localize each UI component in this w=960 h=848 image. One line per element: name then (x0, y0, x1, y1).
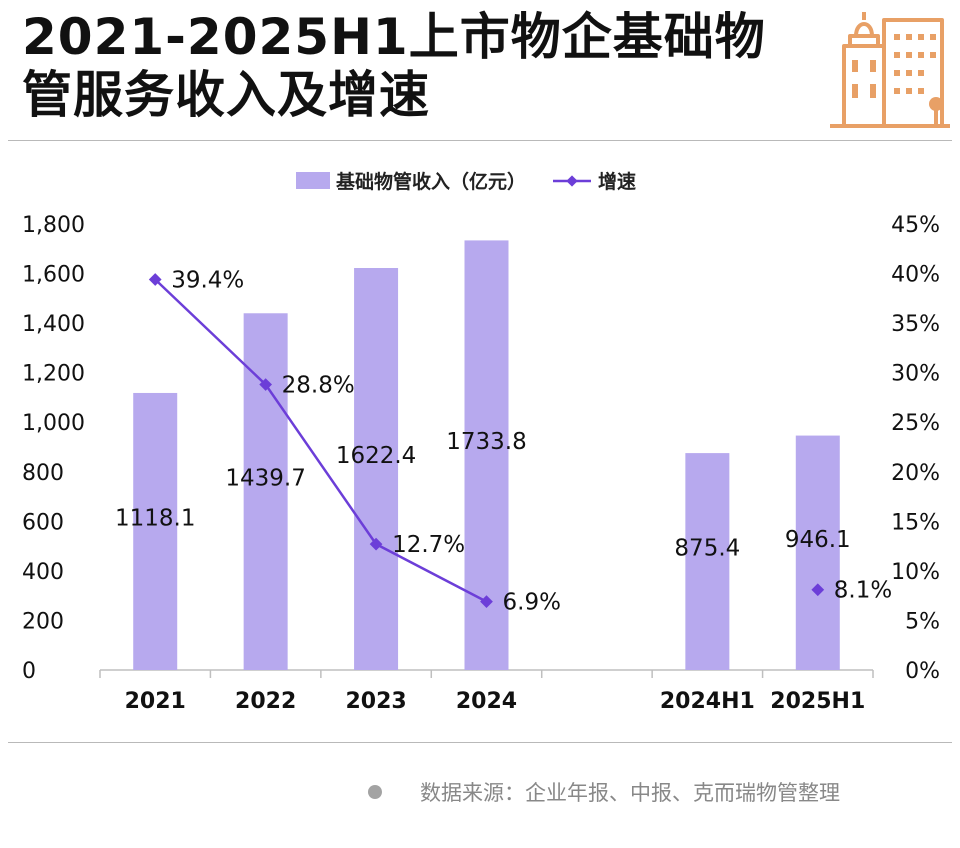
growth-data-label: 12.7% (392, 532, 465, 558)
bar (354, 268, 399, 670)
x-tick-label: 2024H1 (660, 689, 755, 714)
bullet-dot-icon (368, 785, 382, 799)
legend-line-label: 增速 (598, 170, 636, 193)
title-line-2: 管服务收入及增速 (22, 66, 430, 124)
y-left-tick-label: 600 (22, 510, 64, 535)
bar (685, 453, 730, 670)
bar-data-label: 1622.4 (336, 443, 416, 469)
y-left-tick-label: 0 (22, 659, 36, 684)
y-left-tick-label: 1,400 (22, 312, 85, 337)
x-tick-label: 2021 (125, 689, 186, 714)
legend-line-marker-icon (566, 175, 578, 187)
y-right-tick-label: 30% (891, 362, 940, 387)
y-right-tick-label: 45% (891, 213, 940, 238)
y-left-tick-label: 1,600 (22, 263, 85, 288)
header-divider (8, 140, 952, 141)
y-right-tick-label: 5% (905, 609, 940, 634)
bar-data-label: 1439.7 (225, 466, 305, 492)
x-tick-label: 2025H1 (770, 689, 865, 714)
growth-data-label: 28.8% (282, 373, 355, 399)
footer-divider (8, 742, 952, 743)
bar-data-label: 1733.8 (446, 429, 526, 455)
bar (795, 435, 840, 670)
y-left-tick-label: 200 (22, 609, 64, 634)
bar (133, 392, 178, 670)
data-source-note: 数据来源：企业年报、中报、克而瑞物管整理 (368, 777, 840, 807)
y-left-tick-label: 1,200 (22, 362, 85, 387)
page-title: 2021-2025H1上市物企基础物 管服务收入及增速 (22, 8, 822, 124)
bar-data-label: 1118.1 (115, 505, 195, 531)
y-right-tick-label: 35% (891, 312, 940, 337)
bar-data-label: 946.1 (785, 527, 851, 553)
growth-point (148, 273, 162, 286)
growth-data-label: 6.9% (503, 590, 561, 616)
growth-data-label: 8.1% (834, 578, 892, 604)
legend-bar-swatch (296, 172, 330, 189)
growth-point (369, 537, 383, 551)
y-right-tick-label: 20% (891, 461, 940, 486)
y-left-tick-label: 1,800 (22, 213, 85, 238)
x-tick-label: 2023 (345, 689, 406, 714)
bar (243, 313, 288, 670)
y-right-tick-label: 25% (891, 411, 940, 436)
y-right-tick-label: 15% (891, 510, 940, 535)
y-left-tick-label: 800 (22, 461, 64, 486)
growth-point (259, 378, 273, 391)
y-left-tick-label: 1,000 (22, 411, 85, 436)
growth-data-label: 39.4% (171, 268, 244, 294)
bar-data-label: 875.4 (674, 536, 740, 562)
legend-bar-label: 基础物管收入（亿元） (335, 170, 526, 193)
title-line-1: 2021-2025H1上市物企基础物 (22, 8, 766, 66)
y-left-tick-label: 400 (22, 560, 64, 585)
data-source-text: 数据来源：企业年报、中报、克而瑞物管整理 (420, 781, 840, 805)
revenue-growth-chart: 基础物管收入（亿元） 增速 0 200 400 600 800 1,000 1,200 1,400… (22, 170, 940, 714)
y-right-tick-label: 10% (891, 560, 940, 585)
building-logo-icon (830, 12, 950, 128)
growth-line (154, 278, 488, 603)
x-tick-label: 2024 (456, 689, 517, 714)
y-right-tick-label: 40% (891, 263, 940, 288)
y-right-tick-label: 0% (905, 659, 940, 684)
x-tick-label: 2022 (235, 689, 296, 714)
